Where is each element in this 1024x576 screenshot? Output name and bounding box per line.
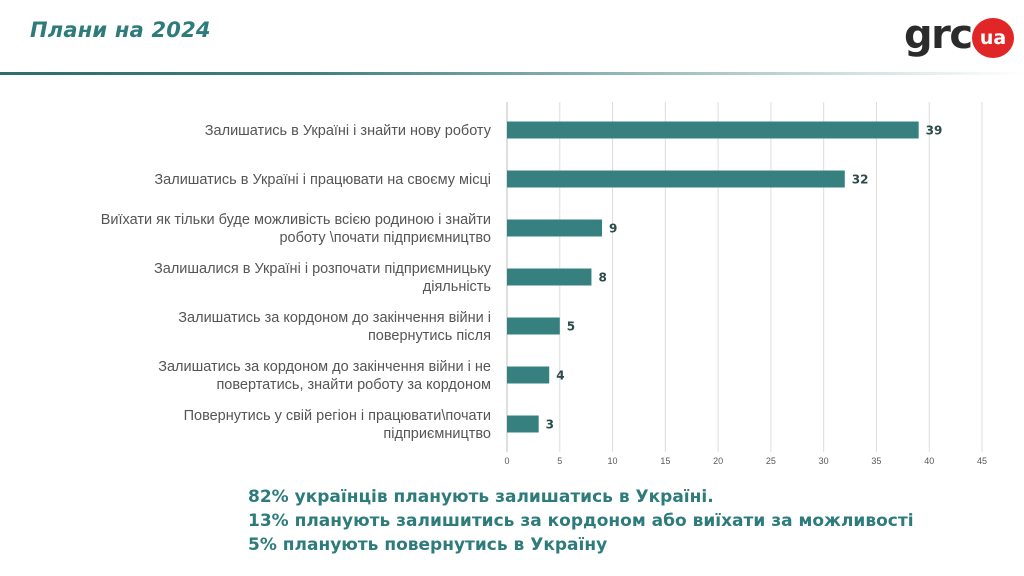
bar-value-label: 3 (546, 418, 554, 432)
bar (507, 317, 560, 335)
x-tick-label: 10 (608, 456, 618, 466)
x-tick-label: 15 (660, 456, 670, 466)
bar-value-label: 39 (926, 124, 943, 138)
header-divider (0, 72, 1024, 75)
category-label: Залишатись в Україні і працювати на своє… (154, 172, 491, 188)
category-label: роботу \почати підприємництво (279, 230, 491, 246)
page-title: Плани на 2024 (30, 18, 211, 42)
category-label: Виїхати як тільки буде можливість всією … (101, 212, 491, 228)
category-label: повернутись після (368, 328, 491, 344)
logo-badge: ua (972, 18, 1014, 58)
category-label: Залишалися в Україні і розпочати підприє… (154, 261, 492, 277)
category-label: повертатись, знайти роботу за кордоном (216, 377, 491, 393)
x-tick-label: 35 (871, 456, 881, 466)
category-label: Залишатись в Україні і знайти нову робот… (205, 123, 492, 139)
bar-value-label: 4 (556, 369, 564, 383)
bar (507, 170, 845, 188)
category-label: Повернутись у свій регіон і працювати\по… (184, 408, 491, 424)
bar-value-label: 32 (852, 173, 869, 187)
summary-line-abroad: 13% планують залишитись за кордоном або … (248, 511, 914, 531)
x-tick-label: 45 (977, 456, 987, 466)
bar-value-label: 8 (598, 271, 606, 285)
summary-line-stay: 82% українців планують залишатись в Укра… (248, 487, 714, 507)
category-label: діяльність (423, 279, 491, 295)
category-label: підприємництво (383, 426, 491, 442)
category-label: Залишатись за кордоном до закінчення вій… (178, 310, 491, 326)
logo-text: grc (904, 12, 973, 58)
grc-logo: grc ua (904, 12, 1014, 60)
x-tick-label: 20 (713, 456, 723, 466)
x-tick-label: 0 (504, 456, 509, 466)
category-label: Залишатись за кордоном до закінчення вій… (158, 359, 491, 375)
x-tick-label: 25 (766, 456, 776, 466)
bar-value-label: 9 (609, 222, 617, 236)
x-tick-label: 40 (924, 456, 934, 466)
bar (507, 121, 919, 139)
bar (507, 415, 539, 433)
bar (507, 268, 592, 286)
bar (507, 366, 550, 384)
x-tick-label: 30 (819, 456, 829, 466)
bar (507, 219, 602, 237)
summary-block: 82% українців планують залишатись в Укра… (248, 485, 914, 557)
bar-value-label: 5 (567, 320, 575, 334)
summary-line-return: 5% планують повернутись в Україну (248, 535, 608, 555)
x-tick-label: 5 (557, 456, 562, 466)
